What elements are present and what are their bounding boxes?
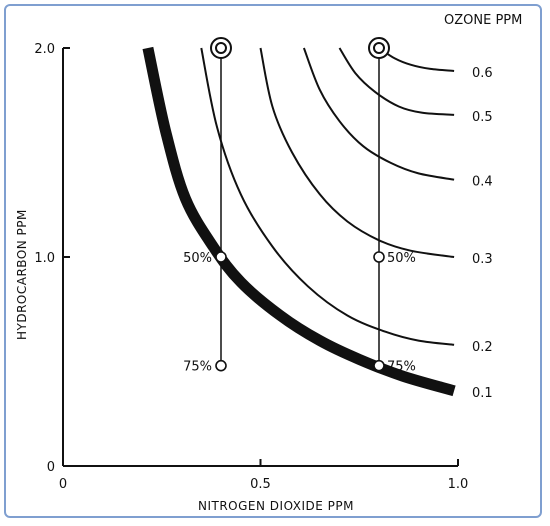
x-tick-label: 0.5	[250, 477, 271, 492]
y-tick-label: 0	[47, 460, 55, 475]
ozone-curve-label: 0.4	[472, 175, 493, 190]
reduction-label: 75%	[183, 360, 212, 375]
ozone-curve-label: 0.3	[472, 252, 493, 267]
reduction-label: 50%	[387, 251, 416, 266]
markers-layer: 50% 75% 50% 75%	[183, 37, 416, 375]
vertical-lines-layer	[220, 48, 380, 366]
y-tick-label: 1.0	[34, 251, 55, 266]
y-tick-label: 2.0	[34, 42, 55, 57]
x-axis-title: NITROGEN DIOXIDE PPM	[198, 499, 354, 513]
ozone-curve-label: 0.5	[472, 110, 493, 125]
reduction-label: 75%	[387, 360, 416, 375]
ozone-curve-0-2	[200, 47, 455, 346]
ozone-curve-0-3	[259, 47, 455, 258]
labels-layer: OZONE PPM NITROGEN DIOXIDE PPM HYDROCARB…	[15, 13, 522, 513]
ticks-layer: 0 0.5 1.0 0 1.0 2.0	[34, 42, 468, 492]
starting-point-inner-marker	[373, 42, 385, 54]
ozone-curve-label: 0.1	[472, 386, 493, 401]
x-tick-label: 1.0	[448, 477, 469, 492]
starting-point-inner-marker	[215, 42, 227, 54]
y-axis-title: HYDROCARBON PPM	[15, 209, 29, 340]
x-tick-label: 0	[59, 477, 67, 492]
legend-title: OZONE PPM	[444, 13, 522, 28]
reduction-label: 50%	[183, 251, 212, 266]
reduction-marker	[215, 251, 227, 263]
ozone-curve-label: 0.2	[472, 340, 493, 355]
ozone-curve-0-6	[378, 47, 455, 72]
ozone-curve-label: 0.6	[472, 66, 493, 81]
curves-layer	[142, 46, 456, 397]
ozone-curve-0-5	[338, 47, 455, 116]
figure-frame	[4, 4, 542, 518]
ozone-curve-0-4	[302, 47, 455, 181]
reduction-marker	[373, 251, 385, 263]
reduction-marker	[373, 359, 385, 372]
reduction-marker	[215, 359, 227, 372]
